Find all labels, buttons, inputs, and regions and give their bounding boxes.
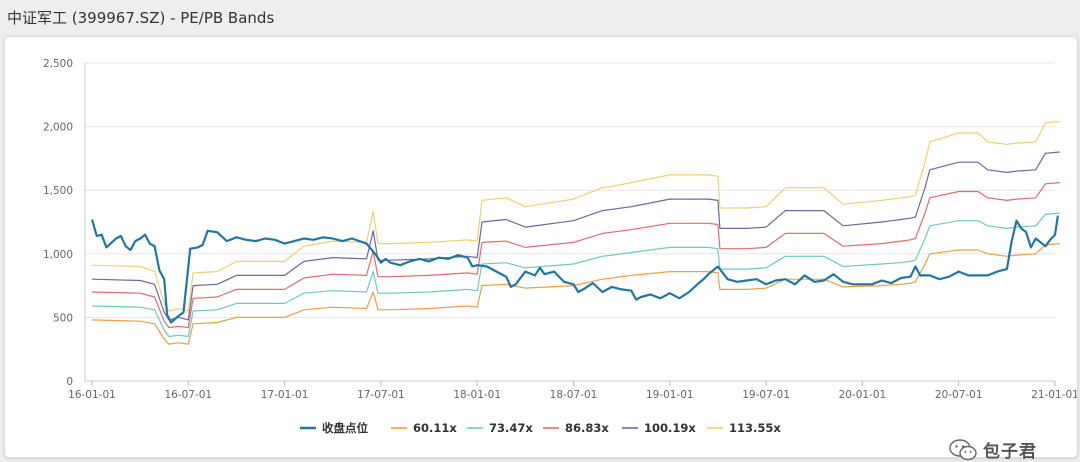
y-tick-label: 500 [53,312,73,324]
x-tick-label: 16-01-01 [68,389,116,401]
legend-label: 收盘点位 [322,421,368,435]
x-tick-label: 20-01-01 [839,389,887,401]
legend-item-0[interactable]: 收盘点位 [300,421,368,435]
series-lines [90,120,1060,345]
legend-item-2[interactable]: 73.47x [467,421,533,435]
legend-item-5[interactable]: 113.55x [707,421,781,435]
y-tick-label: 1,000 [43,249,73,261]
series-line-5 [91,120,1060,312]
chart-panel: 0 500 1,000 1,500 2,000 2,500 16-01-01 16-07-01… [4,36,1078,462]
x-tick-label: 18-01-01 [453,389,501,401]
series-line-2 [91,212,1060,338]
x-tick-label: 16-07-01 [164,389,212,401]
watermark-text: 包子君 [983,442,1037,462]
pe-pb-band-chart: 0 500 1,000 1,500 2,000 2,500 16-01-01 16-07-01… [43,58,1077,435]
legend-label: 73.47x [489,421,533,435]
series-line-3 [91,182,1060,329]
x-tick-label: 18-07-01 [550,389,598,401]
legend[interactable]: 收盘点位 60.11x 73.47x 86.83x 100.19x 113.55x [300,421,781,435]
legend-label: 60.11x [413,421,457,435]
wechat-icon [949,438,977,460]
legend-label: 86.83x [565,421,609,435]
x-tick-label: 17-01-01 [261,389,309,401]
x-tick-label: 17-07-01 [357,389,405,401]
title-bar: 中证军工 (399967.SZ) - PE/PB Bands [0,0,1080,34]
legend-label: 113.55x [729,421,781,435]
legend-item-4[interactable]: 100.19x [622,421,696,435]
series-line-1 [91,243,1060,345]
watermark: 包子君 [949,437,1037,462]
legend-item-1[interactable]: 60.11x [391,421,457,435]
axes: 0 500 1,000 1,500 2,000 2,500 16-01-01 16-07-01… [43,58,1077,401]
x-tick-label: 19-07-01 [742,389,790,401]
x-tick-label: 21-01-01 [1031,389,1077,401]
x-tick-label: 20-07-01 [935,389,983,401]
y-tick-label: 0 [66,376,73,388]
y-tick-label: 1,500 [43,185,73,197]
legend-item-3[interactable]: 86.83x [543,421,609,435]
y-tick-label: 2,500 [43,58,73,70]
series-line-0 [90,215,1059,324]
page-title: 中证军工 (399967.SZ) - PE/PB Bands [7,9,275,27]
x-tick-label: 19-01-01 [646,389,694,401]
y-tick-label: 2,000 [43,122,73,134]
legend-label: 100.19x [644,421,696,435]
grid-lines [85,62,1055,382]
series-line-4 [91,151,1060,321]
